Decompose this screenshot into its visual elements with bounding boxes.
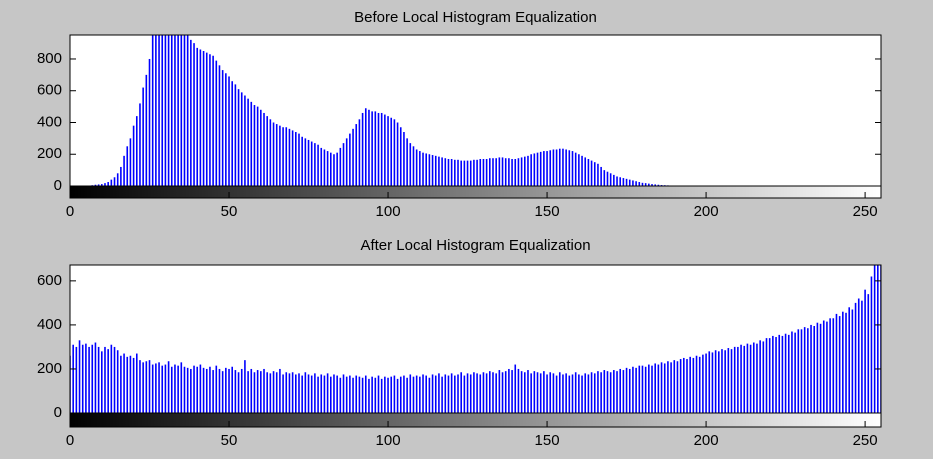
plot-area [70, 265, 881, 413]
stems [70, 265, 881, 413]
x-tick-label: 250 [853, 432, 878, 449]
x-tick-label: 200 [694, 203, 719, 220]
plot-area [70, 35, 881, 186]
x-tick-label: 250 [853, 203, 878, 220]
y-tick-label: 0 [54, 177, 62, 194]
x-tick-label: 50 [221, 203, 238, 220]
y-tick-label: 400 [37, 316, 62, 333]
x-tick-label: 0 [66, 432, 74, 449]
chart-title: Before Local Histogram Equalization [354, 9, 597, 26]
x-tick-label: 150 [535, 203, 560, 220]
y-tick-label: 600 [37, 82, 62, 99]
colorbar [69, 185, 882, 199]
axes: After Local Histogram Equalization 0 200 40… [37, 237, 882, 449]
x-tick-label: 100 [376, 432, 401, 449]
colorbar [69, 412, 882, 428]
axes: Before Local Histogram Equalization 0 200 4… [37, 9, 882, 220]
y-tick-label: 200 [37, 360, 62, 377]
y-tick-label: 800 [37, 50, 62, 67]
x-tick-label: 100 [376, 203, 401, 220]
stems [85, 35, 685, 186]
x-tick-label: 50 [221, 432, 238, 449]
y-tick-label: 400 [37, 113, 62, 130]
chart-title: After Local Histogram Equalization [360, 237, 590, 254]
x-tick-label: 0 [66, 203, 74, 220]
y-tick-label: 0 [54, 404, 62, 421]
x-tick-label: 200 [694, 432, 719, 449]
y-tick-label: 600 [37, 272, 62, 289]
x-tick-label: 150 [535, 432, 560, 449]
y-tick-label: 200 [37, 145, 62, 162]
